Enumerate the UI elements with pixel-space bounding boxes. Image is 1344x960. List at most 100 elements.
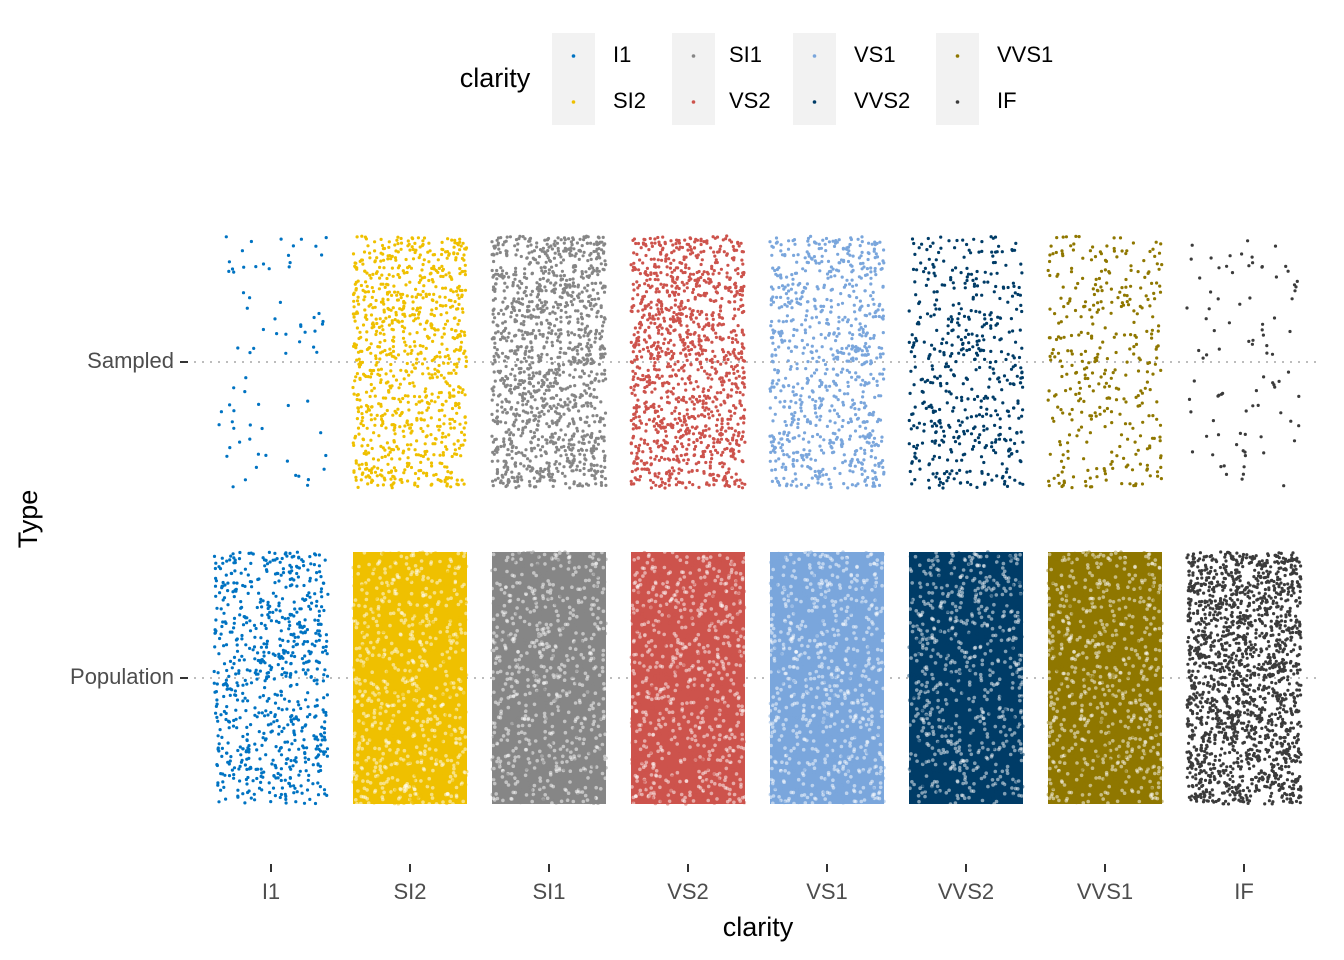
point [253, 657, 257, 661]
point [261, 694, 265, 698]
point [492, 781, 497, 786]
point [437, 428, 441, 432]
point [500, 775, 505, 779]
point [588, 650, 593, 655]
point [216, 719, 220, 723]
point [403, 349, 407, 353]
point [521, 419, 525, 423]
point [314, 714, 318, 718]
point [603, 732, 607, 737]
point [603, 686, 607, 691]
point [248, 296, 252, 300]
point [250, 585, 254, 589]
point [293, 786, 297, 790]
point [596, 724, 601, 729]
point [562, 678, 567, 682]
point [220, 746, 224, 751]
point [321, 645, 325, 650]
point [601, 235, 605, 239]
point [355, 310, 359, 314]
point [384, 635, 389, 639]
point [439, 373, 443, 377]
point [512, 574, 516, 578]
point [574, 789, 579, 794]
point [556, 558, 560, 563]
point [587, 374, 591, 378]
point [576, 715, 580, 720]
point [381, 483, 385, 487]
point [415, 357, 419, 361]
point [371, 607, 376, 612]
point [517, 716, 521, 720]
point [222, 709, 226, 714]
point [313, 329, 317, 333]
point [294, 643, 298, 647]
point [407, 760, 412, 764]
point [265, 699, 269, 703]
point [438, 355, 442, 359]
point [392, 335, 396, 339]
point [368, 251, 372, 255]
point [391, 791, 396, 795]
point [511, 703, 515, 707]
point [450, 327, 454, 331]
point [595, 574, 600, 578]
point [582, 693, 586, 697]
point [408, 248, 412, 252]
point [568, 597, 572, 602]
point [496, 568, 501, 573]
point [402, 703, 407, 708]
point [377, 693, 382, 697]
point [492, 766, 496, 771]
point [451, 639, 456, 643]
point [393, 318, 397, 322]
point [430, 633, 435, 638]
point [248, 619, 252, 623]
point [570, 741, 574, 745]
point [382, 596, 387, 600]
point [267, 267, 271, 271]
point [585, 357, 589, 361]
point [365, 317, 369, 321]
point [504, 421, 508, 425]
point [449, 426, 453, 430]
point [411, 617, 415, 621]
point [265, 642, 269, 646]
point [520, 723, 525, 728]
point [464, 710, 468, 714]
point [553, 376, 557, 380]
point [420, 591, 425, 595]
point [228, 759, 232, 763]
point [402, 621, 406, 625]
point [603, 411, 608, 415]
point [520, 623, 525, 627]
point [289, 672, 293, 676]
point [314, 631, 318, 635]
point [286, 253, 291, 257]
point [411, 247, 415, 252]
point [502, 603, 507, 608]
point [227, 269, 231, 273]
point [543, 562, 547, 566]
point [437, 370, 441, 374]
point [378, 357, 382, 361]
point [434, 651, 439, 656]
point [419, 454, 423, 458]
point [307, 604, 311, 609]
point [492, 775, 496, 779]
point [545, 642, 549, 646]
point [439, 692, 443, 697]
point [523, 641, 527, 645]
point [521, 431, 525, 435]
point [232, 626, 236, 630]
point [283, 671, 287, 675]
point [385, 441, 389, 445]
point [447, 298, 451, 302]
point [320, 725, 324, 729]
point [434, 306, 438, 311]
point [491, 320, 495, 324]
point [372, 431, 376, 435]
point [356, 731, 360, 736]
point [306, 778, 310, 782]
point [241, 683, 245, 687]
